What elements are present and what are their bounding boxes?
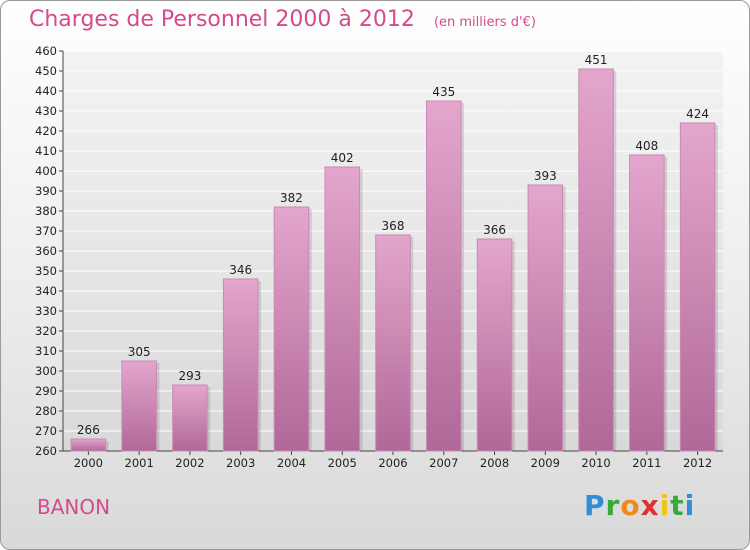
- y-tick-label: 460: [35, 44, 57, 58]
- y-tick-label: 360: [35, 244, 57, 258]
- logo-letter: P: [584, 489, 606, 522]
- x-tick-label: 2009: [531, 456, 560, 470]
- y-tick-label: 290: [35, 384, 57, 398]
- y-tick-label: 340: [35, 284, 57, 298]
- y-tick-label: 300: [35, 364, 57, 378]
- bar: [172, 384, 208, 452]
- y-tick-label: 330: [35, 304, 57, 318]
- x-tick-label: 2002: [175, 456, 204, 470]
- data-label: 408: [635, 139, 658, 153]
- bar: [527, 184, 564, 452]
- data-label: 424: [686, 107, 709, 121]
- x-tick-label: 2006: [378, 456, 407, 470]
- data-label: 382: [280, 191, 303, 205]
- x-tick-label: 2012: [683, 456, 712, 470]
- data-label: 266: [77, 423, 100, 437]
- bar: [629, 154, 665, 452]
- labels: 260 270 280 290 300 310 320 330 340 350 360 370 380 3…: [35, 44, 712, 470]
- x-tick-label: 2003: [226, 456, 255, 470]
- data-label: 346: [229, 263, 252, 277]
- y-tick-label: 410: [35, 144, 57, 158]
- logo-letter: i: [659, 489, 671, 522]
- x-tick-label: 2001: [125, 456, 154, 470]
- bar: [578, 68, 614, 452]
- data-label: 393: [534, 169, 557, 183]
- y-tick-label: 430: [35, 104, 57, 118]
- x-tick-label: 2010: [581, 456, 610, 470]
- logo-letter: o: [620, 489, 641, 522]
- y-tick-label: 350: [35, 264, 57, 278]
- x-tick-label: 2004: [277, 456, 306, 470]
- data-label: 293: [178, 369, 201, 383]
- y-tick-label: 400: [35, 164, 57, 178]
- y-tick-label: 270: [35, 424, 57, 438]
- bar: [273, 206, 310, 452]
- data-label: 451: [585, 53, 608, 67]
- bar: [222, 278, 259, 452]
- data-label: 435: [432, 85, 455, 99]
- data-label: 305: [128, 345, 151, 359]
- logo-letter: i: [684, 489, 696, 522]
- y-tick-label: 450: [35, 64, 57, 78]
- x-tick-label: 2011: [632, 456, 661, 470]
- logo-letter: t: [670, 489, 685, 522]
- title-block: Charges de Personnel 2000 à 2012 (en mil…: [29, 7, 536, 32]
- y-tick-label: 420: [35, 124, 57, 138]
- y-tick-label: 260: [35, 444, 57, 458]
- bars: [70, 68, 718, 452]
- bar: [426, 100, 462, 452]
- bar: [679, 122, 716, 452]
- y-tick-label: 380: [35, 204, 57, 218]
- x-tick-label: 2007: [429, 456, 458, 470]
- y-tick-label: 440: [35, 84, 57, 98]
- y-tick-label: 320: [35, 324, 57, 338]
- data-label: 368: [382, 219, 405, 233]
- chart-subtitle: (en milliers d'€): [433, 15, 536, 30]
- x-tick-label: 2000: [74, 456, 103, 470]
- bar: [324, 166, 360, 452]
- logo-letter: r: [605, 489, 621, 522]
- y-tick-label: 370: [35, 224, 57, 238]
- bar: [375, 234, 411, 452]
- chart-title: Charges de Personnel 2000 à 2012: [29, 7, 415, 32]
- data-label: 402: [331, 151, 354, 165]
- logo-letter: x: [640, 489, 660, 522]
- bar: [121, 360, 157, 452]
- commune-name: BANON: [37, 495, 111, 519]
- x-tick-label: 2008: [480, 456, 509, 470]
- y-tick-label: 390: [35, 184, 57, 198]
- x-tick-label: 2005: [328, 456, 357, 470]
- proxiti-logo[interactable]: Proxiti: [584, 489, 695, 522]
- y-tick-label: 280: [35, 404, 57, 418]
- y-tick-label: 310: [35, 344, 57, 358]
- bar: [476, 238, 513, 452]
- bar: [70, 438, 107, 452]
- data-label: 366: [483, 223, 506, 237]
